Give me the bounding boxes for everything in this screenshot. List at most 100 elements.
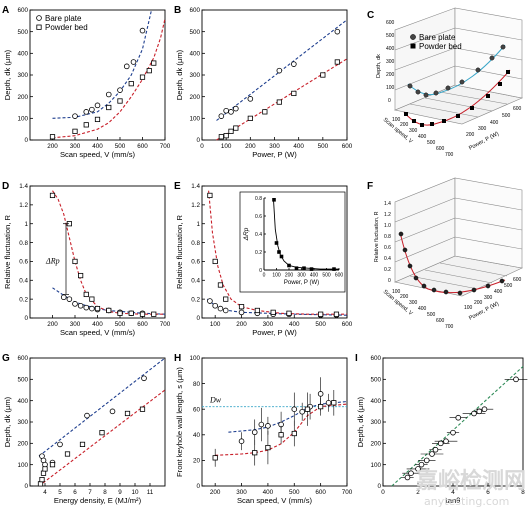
panel-f-zt-7: 1.4	[384, 201, 391, 207]
panel-c-point-powder	[498, 82, 502, 86]
panel-f-zt-2: 0.4	[384, 256, 391, 262]
data-point-circle	[423, 457, 430, 464]
x-tick-label: 400	[289, 321, 300, 328]
data-point-square	[254, 307, 260, 314]
y-tick-label: 0	[196, 137, 200, 144]
data-point-square	[40, 470, 47, 476]
panel-c-legend-powder-bed: Powder bed	[419, 42, 462, 51]
inset-data-point	[272, 198, 276, 202]
data-point-circle	[57, 441, 63, 448]
panel-c-point-powder	[442, 119, 446, 123]
inset-data-point	[294, 266, 299, 270]
data-point-circle	[117, 87, 123, 93]
data-point-square	[99, 430, 105, 436]
data-point-square	[331, 400, 337, 406]
axes-frame	[201, 357, 348, 487]
panel-f-xt-4: 500	[427, 312, 436, 318]
panel-f-xt-6: 700	[445, 324, 454, 330]
x-tick-label: 6	[486, 489, 490, 496]
y-axis-label: Depth, dk (μm)	[3, 396, 12, 447]
data-point-circle	[404, 474, 411, 481]
y-tick-label: 0.6	[191, 259, 200, 266]
inset-y-tick-label: 0.2	[255, 250, 262, 256]
y-axis-label: Front keyhole wall length, s (μm)	[175, 367, 184, 477]
x-tick-label: 500	[115, 143, 126, 150]
panel-f-zt-6: 1.2	[384, 212, 391, 218]
data-point-circle	[418, 461, 425, 468]
panel-c-zt-1: 100	[386, 85, 395, 91]
panel-c-point-bare	[445, 85, 451, 91]
y-tick-label: 400	[17, 51, 28, 58]
y-tick-label: 0	[24, 137, 28, 144]
data-point-circle	[223, 107, 229, 114]
inset-data-point	[302, 266, 306, 270]
axes-frame	[29, 185, 166, 319]
data-point-circle	[83, 304, 90, 311]
data-point-circle	[233, 105, 239, 112]
x-tick-label: 200	[245, 143, 256, 150]
panel-c-zt-3: 300	[386, 59, 395, 65]
y-tick-label: 0.2	[191, 296, 200, 303]
data-point-circle	[84, 412, 90, 419]
data-point-square	[49, 192, 56, 199]
panel-f-yt-3: 400	[494, 289, 503, 295]
x-axis-label: Scan speed, V (mm/s)	[60, 150, 136, 159]
data-point-circle	[212, 302, 218, 309]
legend-label-powder-bed: Powder bed	[45, 23, 88, 32]
panel-f-yt-2: 300	[484, 295, 493, 301]
x-tick-label: 400	[92, 321, 103, 328]
panel-c-points	[404, 44, 510, 127]
legend-marker-powder-bed	[410, 43, 416, 49]
data-point-circle	[481, 406, 488, 413]
y-tick-label: 600	[17, 355, 28, 362]
x-tick-label: 600	[137, 321, 148, 328]
panel-f-xt-2: 300	[409, 300, 418, 306]
x-tick-label: 700	[160, 321, 171, 328]
panel-f-3d-fluctuation: F 0 0.2 0.4 0.6 0.8 1.0 1.2 1.4 100 200 …	[367, 177, 523, 330]
data-point-square	[151, 60, 157, 66]
data-point-circle	[291, 61, 297, 67]
data-point-circle	[139, 27, 146, 34]
data-point-square	[212, 258, 218, 265]
y-tick-label: 60	[193, 406, 201, 413]
inset-x-label: Power, P (W)	[284, 280, 319, 286]
data-point-square	[146, 68, 152, 74]
data-point-circle	[415, 466, 421, 472]
panel-c-xt-2: 300	[409, 128, 418, 134]
data-point-square	[218, 134, 224, 140]
y-tick-label: 0	[196, 315, 200, 322]
data-point-square	[49, 134, 56, 140]
panel-f-yt-0: 100	[464, 305, 473, 311]
panel-c-xt-3: 400	[418, 134, 427, 140]
y-tick-label: 400	[189, 51, 200, 58]
y-tick-label: 0	[377, 483, 381, 490]
panel-c-xt-1: 200	[400, 122, 409, 128]
reference-line-label: Dw	[209, 396, 222, 405]
data-point-circle	[334, 28, 341, 35]
data-point-square	[42, 466, 48, 472]
panel-f-yt-5: 600	[513, 277, 522, 283]
x-tick-label: 500	[115, 321, 126, 328]
y-tick-label: 100	[189, 355, 200, 362]
data-point-square	[262, 109, 268, 115]
panel-f-point	[398, 231, 404, 237]
panel-f-fit	[399, 231, 506, 294]
legend-label-bare-plate: Bare plate	[45, 14, 82, 23]
data-point-square	[117, 98, 123, 104]
data-point-square	[49, 462, 56, 468]
panel-c-point-powder	[404, 112, 408, 116]
data-point-square	[333, 311, 340, 317]
y-tick-label: 600	[189, 7, 200, 14]
fit-line	[38, 389, 166, 487]
panel-f-points	[398, 231, 505, 296]
y-tick-label: 0.6	[19, 259, 28, 266]
data-point-square	[39, 476, 45, 483]
inset-y-tick-label: 0.6	[255, 214, 262, 220]
panel-c-point-powder	[506, 70, 510, 74]
y-tick-label: 300	[17, 72, 28, 79]
panel-c-point-powder	[486, 94, 490, 98]
y-tick-label: 1.2	[19, 202, 28, 209]
data-point-square	[83, 122, 89, 128]
data-point-square	[37, 481, 44, 487]
